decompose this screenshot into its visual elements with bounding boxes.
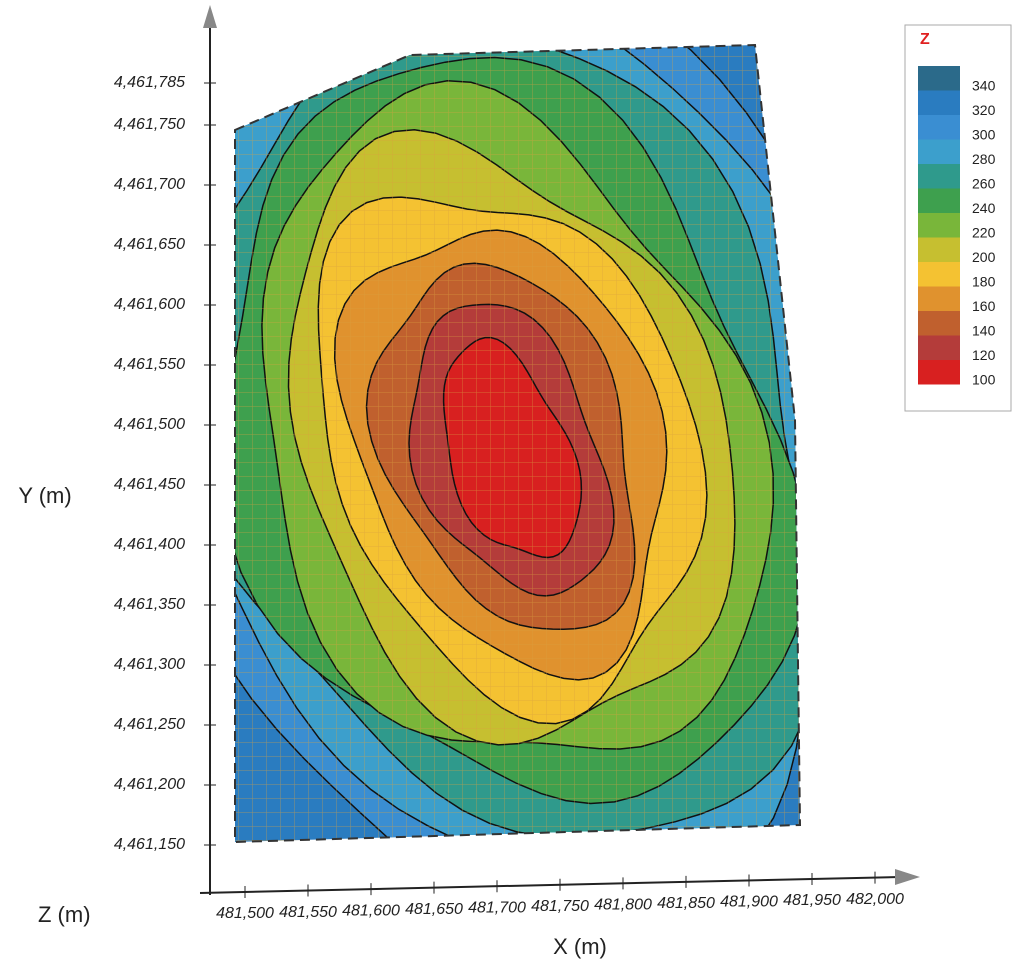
x-tick-label: 481,500 <box>216 905 274 922</box>
legend-swatch <box>918 262 960 287</box>
legend-label: 160 <box>972 298 996 314</box>
legend-label: 320 <box>972 102 996 118</box>
y-axis-label: Y (m) <box>18 483 71 508</box>
x-tick-label: 481,750 <box>531 898 589 915</box>
y-tick-label: 4,461,300 <box>114 656 185 673</box>
x-tick-label: 481,900 <box>720 894 778 911</box>
z-axis-label: Z (m) <box>38 902 91 927</box>
y-tick-label: 4,461,250 <box>114 716 185 733</box>
y-tick-label: 4,461,700 <box>114 176 185 193</box>
y-tick-label: 4,461,550 <box>114 356 185 373</box>
legend-label: 120 <box>972 347 996 363</box>
legend-label: 300 <box>972 127 996 143</box>
legend-swatch <box>918 238 960 263</box>
x-tick-label: 481,800 <box>594 897 652 914</box>
x-tick-label: 481,700 <box>468 899 526 916</box>
legend-label: 140 <box>972 323 996 339</box>
x-tick-label: 481,550 <box>279 904 337 921</box>
x-tick-label: 481,600 <box>342 902 400 919</box>
y-tick-label: 4,461,785 <box>114 74 185 91</box>
legend-label: 260 <box>972 176 996 192</box>
y-tick-label: 4,461,400 <box>114 536 185 553</box>
x-tick-label: 481,950 <box>783 892 841 909</box>
legend-label: 200 <box>972 249 996 265</box>
y-tick-label: 4,461,600 <box>114 296 185 313</box>
y-tick-label: 4,461,200 <box>114 776 185 793</box>
legend-label: 280 <box>972 151 996 167</box>
legend-title: Z <box>920 31 930 48</box>
mesh <box>230 40 805 850</box>
legend-swatch <box>918 91 960 116</box>
x-tick-label: 481,850 <box>657 895 715 912</box>
legend-swatch <box>918 66 960 91</box>
y-tick-label: 4,461,750 <box>114 116 185 133</box>
legend-label: 340 <box>972 78 996 94</box>
x-arrow <box>895 869 920 885</box>
legend-label: 180 <box>972 274 996 290</box>
y-tick-label: 4,461,450 <box>114 476 185 493</box>
x-tick-label: 481,650 <box>405 901 463 918</box>
legend-swatch <box>918 360 960 385</box>
legend-swatch <box>918 287 960 312</box>
chart: Y (m) X (m) Z (m) Z 4,461,785 4,461,750 4,… <box>0 0 1016 972</box>
legend-swatch <box>918 189 960 214</box>
legend-swatch <box>918 140 960 165</box>
y-tick-label: 4,461,650 <box>114 236 185 253</box>
legend-swatch <box>918 213 960 238</box>
y-tick-label: 4,461,500 <box>114 416 185 433</box>
x-tick-label: 482,000 <box>846 891 904 908</box>
y-tick-label: 4,461,150 <box>114 836 185 853</box>
legend-label: 100 <box>972 372 996 388</box>
legend-swatch <box>918 311 960 336</box>
x-axis <box>200 877 900 893</box>
legend-swatch <box>918 336 960 361</box>
y-arrow <box>203 5 217 28</box>
legend-swatch <box>918 164 960 189</box>
y-tick-label: 4,461,350 <box>114 596 185 613</box>
legend-label: 220 <box>972 225 996 241</box>
legend-swatch <box>918 115 960 140</box>
legend-label: 240 <box>972 200 996 216</box>
x-axis-label: X (m) <box>553 934 607 959</box>
